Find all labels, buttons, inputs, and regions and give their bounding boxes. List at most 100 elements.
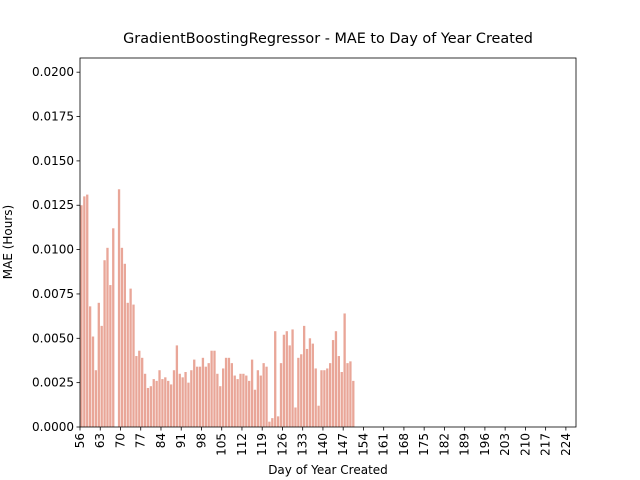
bar	[271, 418, 274, 427]
bar	[346, 363, 349, 427]
bar	[164, 377, 167, 427]
bar	[282, 334, 286, 427]
x-tick-label: 203	[498, 433, 512, 456]
bar	[195, 366, 199, 427]
bar	[317, 405, 320, 427]
bar	[204, 366, 207, 427]
x-tick-label: 91	[174, 433, 188, 448]
bar	[112, 228, 115, 427]
bar	[91, 336, 95, 427]
bar	[302, 325, 306, 427]
bar	[83, 196, 86, 427]
bar	[311, 343, 314, 427]
bar	[175, 345, 179, 427]
bar	[158, 370, 161, 427]
bar	[236, 379, 239, 427]
x-tick-label: 196	[478, 433, 492, 456]
x-tick-label: 147	[336, 433, 350, 456]
bar	[216, 373, 219, 427]
bar	[242, 373, 245, 427]
bar	[129, 288, 132, 427]
bar	[161, 379, 164, 427]
bar	[297, 357, 300, 427]
bar	[143, 373, 147, 427]
bar	[314, 368, 317, 427]
x-tick-label: 77	[134, 433, 148, 448]
bar	[207, 363, 210, 427]
bar	[97, 302, 100, 427]
bar	[178, 373, 181, 427]
bar	[248, 380, 251, 427]
y-tick-label: 0.0100	[32, 243, 74, 257]
bar	[291, 329, 294, 427]
bar	[305, 348, 309, 427]
bar	[227, 357, 231, 427]
bar	[245, 375, 248, 427]
bar	[94, 370, 98, 427]
x-tick-label: 105	[215, 433, 229, 456]
chart-title: GradientBoostingRegressor - MAE to Day o…	[123, 31, 533, 47]
bar	[256, 370, 260, 427]
bar	[326, 368, 329, 427]
bar	[123, 263, 126, 427]
bar	[329, 363, 332, 427]
bar	[320, 370, 323, 427]
y-tick-label: 0.0075	[32, 287, 74, 301]
bar	[230, 363, 233, 427]
x-tick-label: 70	[113, 433, 127, 448]
bar	[308, 338, 312, 427]
bar	[198, 366, 202, 427]
bar	[117, 189, 121, 427]
bar	[213, 350, 216, 427]
bar	[141, 357, 144, 427]
x-tick-label: 84	[154, 433, 168, 448]
bar	[239, 373, 242, 427]
bar	[250, 359, 254, 427]
bar	[120, 247, 124, 427]
plot-frame	[79, 57, 577, 428]
bar	[268, 421, 271, 427]
bar	[265, 366, 268, 427]
bar	[181, 377, 184, 427]
bar	[224, 357, 228, 427]
bar	[274, 331, 277, 427]
x-tick-label: 98	[194, 433, 208, 448]
x-tick-label: 56	[73, 433, 87, 448]
bar	[349, 361, 352, 427]
x-tick-label: 154	[356, 433, 370, 456]
bar	[88, 306, 92, 427]
bar	[219, 386, 222, 427]
y-axis-label: MAE (Hours)	[1, 205, 15, 279]
bar	[155, 380, 158, 427]
bar	[201, 357, 205, 427]
y-tick-label: 0.0175	[32, 110, 74, 124]
bar	[210, 350, 213, 427]
bar	[259, 375, 262, 427]
bar	[233, 375, 236, 427]
x-tick-label: 168	[397, 433, 411, 456]
bar	[334, 331, 338, 427]
bar	[331, 340, 335, 427]
bar	[187, 382, 190, 427]
x-tick-label: 63	[93, 433, 107, 448]
y-tick-label: 0.0025	[32, 376, 74, 390]
bar	[149, 386, 153, 427]
y-tick-label: 0.0125	[32, 198, 74, 212]
bar	[109, 285, 112, 427]
bar	[276, 416, 280, 427]
x-tick-label: 140	[316, 433, 330, 456]
y-tick-label: 0.0000	[32, 420, 74, 434]
bar	[146, 387, 150, 427]
bar	[106, 247, 109, 427]
y-tick-label: 0.0050	[32, 331, 74, 345]
bar	[279, 363, 283, 427]
bar	[152, 379, 155, 427]
bar	[343, 313, 346, 427]
x-tick-label: 175	[417, 433, 431, 456]
bar	[337, 356, 341, 427]
bar	[285, 331, 288, 427]
x-tick-label: 210	[518, 433, 532, 456]
bar	[184, 372, 187, 427]
x-tick-label: 126	[275, 433, 289, 456]
